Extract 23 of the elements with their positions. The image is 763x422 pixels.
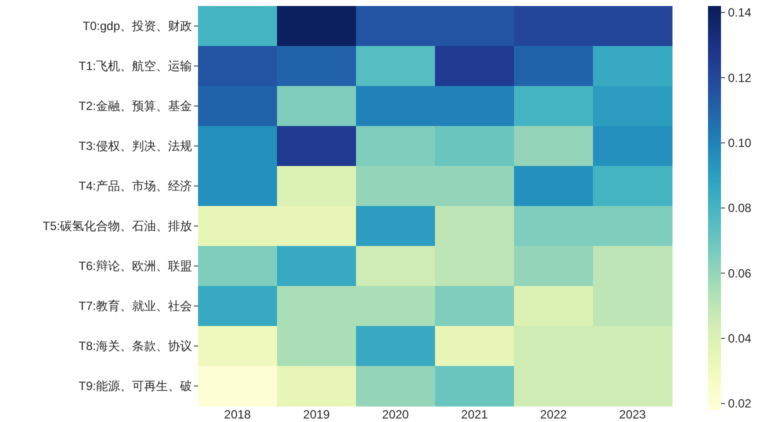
y-tick-label: T6:辩论、欧洲、联盟 — [78, 259, 192, 274]
color-bar-label: 0.14 — [728, 6, 752, 20]
y-tick-label: T0:gdp、投资、财政 — [82, 19, 192, 34]
color-bar-label: 0.06 — [728, 266, 752, 280]
color-bar-label: 0.08 — [728, 201, 752, 216]
y-tick-label: T2:金融、预算、基金 — [78, 99, 192, 114]
color-bar-label: 0.04 — [728, 332, 752, 346]
y-tick-label: T8:海关、条款、协议 — [78, 339, 192, 354]
color-bar-label: 0.02 — [728, 396, 752, 411]
x-tick-label: 2023 — [619, 408, 646, 422]
color-bar-label: 0.12 — [728, 70, 752, 85]
x-tick-label: 2018 — [224, 408, 252, 422]
y-tick-label: T1:飞机、航空、运输 — [78, 59, 192, 74]
y-tick-label: T4:产品、市场、经济 — [78, 179, 192, 194]
x-tick-label: 2019 — [303, 408, 330, 422]
y-tick-label: T7:教育、就业、社会 — [78, 299, 192, 314]
x-tick-label: 2021 — [461, 408, 488, 422]
y-tick-label: T5:碳氢化合物、石油、排放 — [42, 219, 192, 234]
x-tick-label: 2022 — [540, 408, 568, 422]
y-tick-label: T9:能源、可再生、破 — [78, 379, 192, 394]
x-tick-label: 2020 — [382, 408, 410, 422]
color-bar-label: 0.10 — [728, 136, 752, 150]
y-tick-label: T3:侵权、判决、法规 — [78, 139, 192, 154]
